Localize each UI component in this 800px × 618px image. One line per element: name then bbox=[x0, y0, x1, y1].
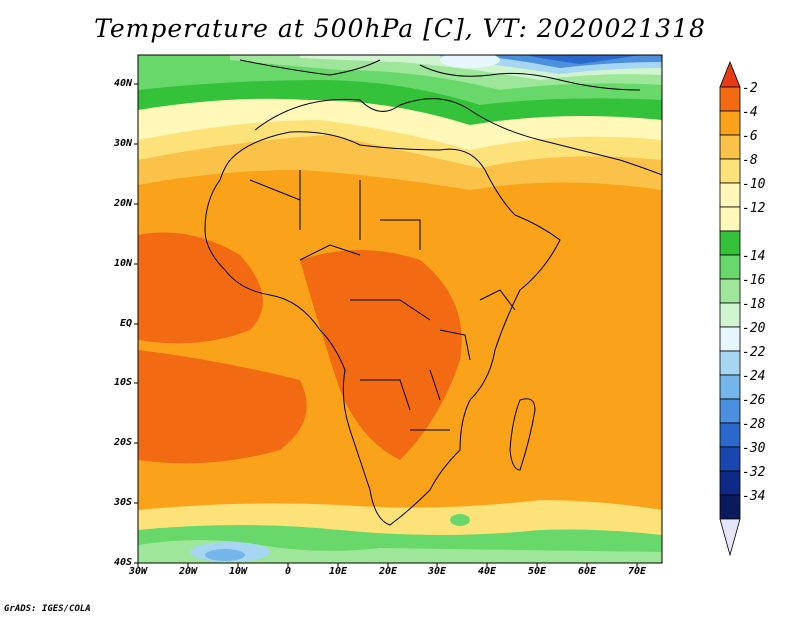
colorbar-segment bbox=[719, 446, 741, 472]
colorbar-label: -32 bbox=[742, 465, 766, 480]
lon-label: 40E bbox=[477, 566, 497, 577]
colorbar-label: -16 bbox=[742, 273, 766, 288]
colorbar-segment bbox=[719, 494, 741, 520]
colorbar-label: -12 bbox=[742, 201, 766, 216]
colorbar-label: -30 bbox=[742, 441, 766, 456]
map-frame bbox=[137, 54, 663, 564]
colorbar-segment bbox=[719, 398, 741, 424]
lon-label: 30E bbox=[427, 566, 447, 577]
lat-label: 40S bbox=[113, 557, 132, 568]
axis-ticks bbox=[134, 83, 638, 567]
colorbar-label: -28 bbox=[742, 417, 766, 432]
colorbar-top-arrow bbox=[719, 60, 741, 88]
colorbar-segment bbox=[719, 374, 741, 400]
lon-label: 20W bbox=[178, 566, 198, 577]
colorbar-label: -18 bbox=[742, 297, 766, 312]
lat-label: 10N bbox=[113, 258, 132, 269]
colorbar-segment bbox=[719, 230, 741, 256]
colorbar-segment bbox=[719, 182, 741, 208]
lat-label: 30N bbox=[113, 138, 132, 149]
colorbar-segment bbox=[719, 422, 741, 448]
colorbar-label: -22 bbox=[742, 345, 766, 360]
colorbar-label: -34 bbox=[742, 489, 766, 504]
colorbar bbox=[719, 60, 741, 557]
colorbar-segment bbox=[719, 86, 741, 112]
colorbar-segment bbox=[719, 350, 741, 376]
lat-label: 20S bbox=[113, 437, 132, 448]
lat-label: EQ bbox=[119, 318, 132, 329]
colorbar-label: -24 bbox=[742, 369, 766, 384]
credit-label: GrADS: IGES/COLA bbox=[4, 604, 91, 614]
colorbar-label: -4 bbox=[742, 105, 758, 120]
lon-label: 70E bbox=[627, 566, 647, 577]
colorbar-segment bbox=[719, 110, 741, 136]
colorbar-segment bbox=[719, 254, 741, 280]
colorbar-segment bbox=[719, 158, 741, 184]
colorbar-bottom-arrow bbox=[719, 518, 741, 557]
colorbar-segment bbox=[719, 278, 741, 304]
lat-label: 10S bbox=[113, 377, 132, 388]
lon-label: 60E bbox=[577, 566, 597, 577]
colorbar-label: -2 bbox=[742, 81, 758, 96]
lon-label: 10W bbox=[228, 566, 248, 577]
lon-label: 50E bbox=[527, 566, 547, 577]
temperature-field bbox=[138, 55, 662, 563]
colorbar-label: -8 bbox=[742, 153, 758, 168]
colorbar-segment bbox=[719, 206, 741, 232]
colorbar-label: -14 bbox=[742, 249, 766, 264]
lon-label: 20E bbox=[378, 566, 398, 577]
lon-label: 10E bbox=[328, 566, 348, 577]
colorbar-label: -20 bbox=[742, 321, 766, 336]
map-title: Temperature at 500hPa [C], VT: 202002131… bbox=[94, 14, 706, 43]
colorbar-label: -10 bbox=[742, 177, 766, 192]
coastline bbox=[204, 59, 662, 526]
lat-label: 30S bbox=[113, 497, 132, 508]
colorbar-label: -6 bbox=[742, 129, 758, 144]
lat-label: 20N bbox=[113, 198, 132, 209]
colorbar-segment bbox=[719, 134, 741, 160]
colorbar-segment bbox=[719, 470, 741, 496]
colorbar-label: -26 bbox=[742, 393, 766, 408]
lon-label: 0 bbox=[284, 566, 292, 577]
lon-label: 30W bbox=[128, 566, 148, 577]
colorbar-segment bbox=[719, 326, 741, 352]
colorbar-segment bbox=[719, 302, 741, 328]
lat-label: 40N bbox=[113, 78, 132, 89]
